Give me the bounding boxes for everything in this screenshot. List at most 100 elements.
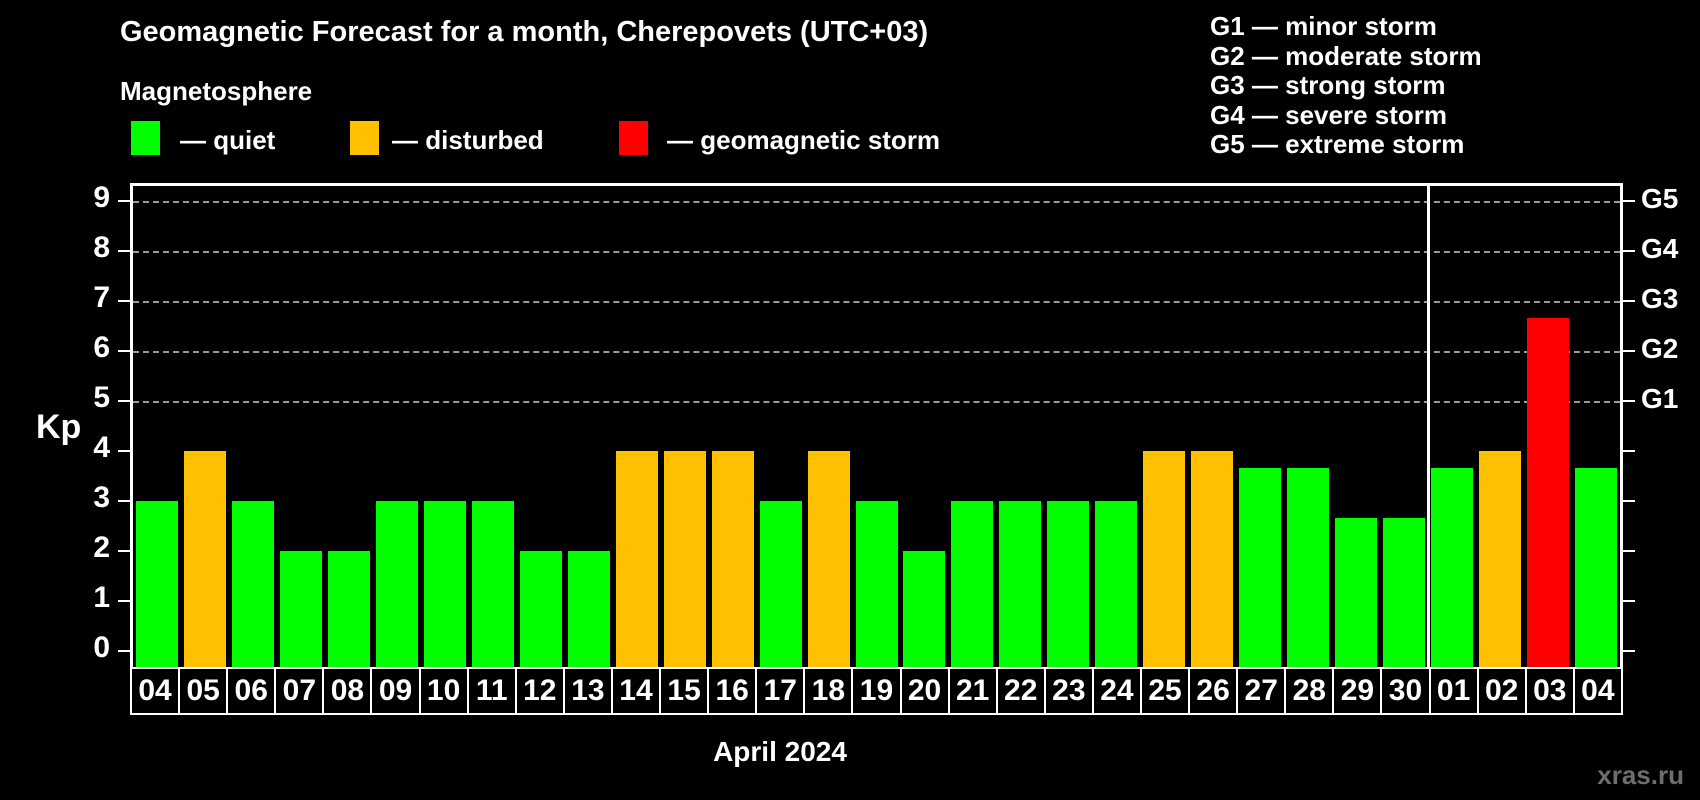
kp-bar-11 (471, 501, 514, 667)
day-label-cell-01: 01 (1431, 669, 1479, 713)
day-label-cell-05: 05 (180, 669, 229, 713)
ytick-label-3: 3 (93, 481, 110, 514)
day-label-cell-25: 25 (1142, 669, 1191, 713)
ytick-label-1: 1 (93, 581, 110, 614)
kp-bar-03 (1527, 317, 1570, 667)
ytick-label-8: 8 (93, 231, 110, 264)
ytick-label-0: 0 (93, 631, 110, 664)
left-tick-5 (118, 400, 130, 402)
day-label-cell-06: 06 (228, 669, 277, 713)
storm-scale-g3: G3 — strong storm (1210, 70, 1446, 101)
kp-bar-14 (615, 451, 658, 667)
storm-scale-g1: G1 — minor storm (1210, 11, 1437, 41)
left-tick-8 (118, 250, 130, 252)
right-tick-5 (1623, 400, 1635, 402)
storm-scale-g4: G4 — severe storm (1210, 99, 1448, 130)
kp-bar-04 (1575, 467, 1618, 667)
day-label-cell-22: 22 (998, 669, 1046, 713)
left-tick-2 (118, 550, 130, 552)
kp-bar-13 (567, 551, 610, 667)
day-label-cell-28: 28 (1286, 669, 1335, 713)
right-tick-9 (1623, 200, 1635, 202)
legend-quiet-label: — quiet (180, 125, 276, 155)
gridline-kp7 (133, 301, 1620, 303)
kp-bar-29 (1335, 517, 1378, 667)
day-label-cell-30: 30 (1382, 669, 1431, 713)
day-label-cell-04: 04 (1581, 674, 1615, 707)
storm-scale-g2: G2 — moderate storm (1210, 40, 1482, 71)
day-label-cell-15: 15 (661, 669, 710, 713)
legend-disturbed-label: — disturbed (392, 125, 544, 155)
kp-bar-17 (759, 501, 802, 667)
kp-bar-18 (807, 451, 850, 667)
day-label-cell-17: 17 (757, 669, 806, 713)
magnetosphere-label: Magnetosphere (120, 76, 313, 106)
day-label-cell-16: 16 (709, 669, 758, 713)
kp-bar-09 (375, 501, 418, 667)
left-tick-1 (118, 600, 130, 602)
day-label-cell-11: 11 (469, 669, 517, 713)
right-tick-7 (1623, 300, 1635, 302)
left-tick-4 (118, 450, 130, 452)
kp-bar-27 (1239, 467, 1282, 667)
day-label-cell-29: 29 (1334, 669, 1383, 713)
left-tick-0 (118, 650, 130, 652)
legend-storm-label: — geomagnetic storm (667, 125, 941, 155)
kp-bar-10 (423, 501, 466, 667)
right-tick-0 (1623, 650, 1635, 652)
day-label-cell-09: 09 (372, 669, 421, 713)
left-tick-7 (118, 300, 130, 302)
day-label-cell-26: 26 (1190, 669, 1239, 713)
kp-bar-28 (1287, 467, 1330, 667)
day-label-cell-23: 23 (1046, 669, 1094, 713)
day-label-cell-20: 20 (902, 669, 950, 713)
day-label-cell-07: 07 (276, 669, 325, 713)
day-label-cell-04: 04 (132, 669, 181, 713)
kp-bar-12 (519, 551, 562, 667)
day-label-cell-18: 18 (805, 669, 854, 713)
left-tick-6 (118, 350, 130, 352)
legend-quiet-swatch (131, 121, 160, 155)
day-label-cell-13: 13 (565, 669, 613, 713)
day-label-cell-24: 24 (1094, 669, 1142, 713)
kp-bar-02 (1479, 451, 1522, 667)
kp-bar-07 (279, 551, 322, 667)
right-tick-4 (1623, 450, 1635, 452)
gridline-kp6 (133, 351, 1620, 353)
kp-bar-30 (1383, 517, 1426, 667)
page-title: Geomagnetic Forecast for a month, Cherep… (120, 16, 929, 48)
day-label-cell-21: 21 (950, 669, 998, 713)
kp-bar-15 (663, 451, 706, 667)
kp-bar-05 (183, 451, 226, 667)
kp-bar-24 (1095, 501, 1138, 667)
right-axis-label-G5: G5 (1641, 183, 1679, 214)
kp-bar-20 (903, 551, 946, 667)
day-label-cell-14: 14 (613, 669, 662, 713)
plot-area (130, 183, 1623, 667)
kp-bar-01 (1431, 467, 1474, 667)
day-label-cell-02: 02 (1479, 669, 1527, 713)
right-axis-label-G1: G1 (1641, 383, 1679, 414)
left-tick-3 (118, 500, 130, 502)
right-tick-1 (1623, 600, 1635, 602)
kp-bar-08 (327, 551, 370, 667)
right-tick-8 (1623, 250, 1635, 252)
kp-bar-21 (951, 501, 994, 667)
day-label-cell-08: 08 (324, 669, 373, 713)
storm-scale-legend: G1 — minor storm G2 — moderate storm G3 … (1210, 11, 1482, 160)
ytick-label-7: 7 (93, 281, 110, 314)
kp-bar-16 (711, 451, 754, 667)
kp-bar-19 (855, 501, 898, 667)
ytick-label-6: 6 (93, 331, 110, 364)
kp-bar-22 (999, 501, 1042, 667)
legend-disturbed-swatch (350, 121, 379, 155)
gridline-kp8 (133, 251, 1620, 253)
kp-bar-06 (231, 501, 274, 667)
right-axis-label-G4: G4 (1641, 233, 1679, 264)
kp-bar-26 (1191, 451, 1234, 667)
kp-bar-23 (1047, 501, 1090, 667)
day-label-cell-03: 03 (1527, 669, 1575, 713)
ytick-label-2: 2 (93, 531, 110, 564)
kp-bar-25 (1143, 451, 1186, 667)
